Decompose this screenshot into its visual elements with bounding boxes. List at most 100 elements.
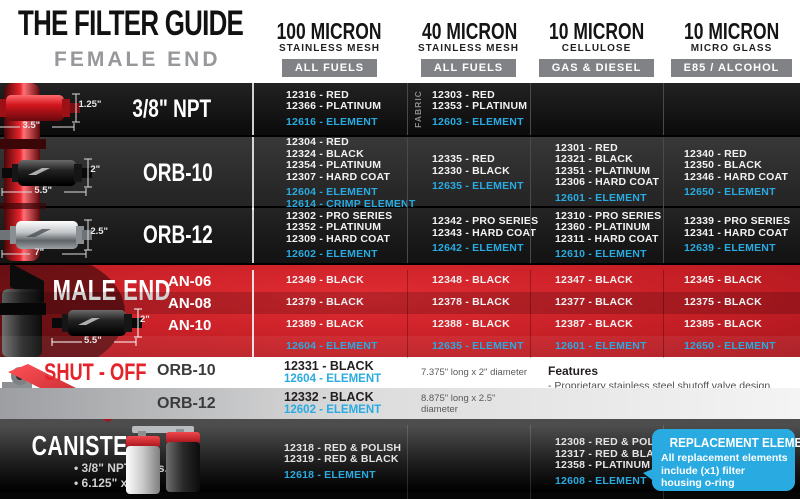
- col-media: MICRO GLASS: [690, 43, 773, 54]
- col-media: STAINLESS MESH: [278, 43, 381, 54]
- npt-filter-image: 1.25" 3.5": [0, 86, 116, 132]
- section-label-canister: CANISTER: [31, 430, 144, 461]
- col-micron: 10 MICRON: [683, 18, 780, 44]
- row-label: ORB-10: [157, 362, 216, 379]
- row-label: ORB-12: [143, 221, 213, 249]
- element-number: 12602 - ELEMENT: [284, 404, 382, 416]
- part-number: 12307 - HARD COAT: [286, 170, 391, 183]
- part-number: 12347 - BLACK: [555, 274, 633, 287]
- row-label: AN-06: [168, 272, 212, 290]
- part-number: 12316 - RED: [286, 88, 349, 101]
- col-header-10-micron-microglass: 10 MICRON MICRO GLASS E85 / ALCOHOL: [663, 0, 800, 83]
- row-npt: 1.25" 3.5" 3/8" NPT 12316 - RED 12366 - …: [0, 83, 800, 135]
- part-number: 12330 - BLACK: [432, 164, 510, 177]
- part-number: 12341 - HARD COAT: [684, 226, 789, 239]
- dim-height-label: 1.25": [78, 99, 102, 110]
- part-number: 12377 - BLACK: [555, 296, 633, 309]
- part-number: 12335 - RED: [432, 153, 495, 166]
- element-number: 12650 - ELEMENT: [684, 186, 776, 198]
- dim-height-label: 2": [140, 314, 150, 325]
- brand-block: THE FILTER GUIDE FEMALE END: [0, 0, 252, 83]
- canister-section: CANISTER • 3/8" NPT ports. • 6.125" x 3.…: [0, 425, 800, 499]
- col-media: CELLULOSE: [561, 43, 632, 54]
- inline-filter-icon: [51, 308, 142, 346]
- row-male-elements: 12604 - ELEMENT 12635 - ELEMENT 12601 - …: [0, 336, 800, 358]
- row-orb12: 2.5" 7" ORB-12 12302 - PRO SERIES 12352 …: [0, 206, 800, 263]
- part-number: 12301 - RED: [555, 141, 618, 154]
- part-number: 12385 - BLACK: [684, 318, 762, 331]
- part-number: 12346 - HARD COAT: [684, 170, 789, 183]
- part-number: 12342 - PRO SERIES: [432, 215, 539, 228]
- page-title: THE FILTER GUIDE: [18, 4, 244, 43]
- callout-title: REPLACEMENT ELEMENTS: [669, 435, 800, 450]
- callout-body: All replacement elements include (x1) fi…: [661, 452, 788, 489]
- cell-orb10-100micron: 12304 - RED 12324 - BLACK 12354 - PLATIN…: [252, 136, 416, 210]
- cell-npt-cellulose-empty: [530, 83, 663, 135]
- part-number: 12319 - RED & BLACK: [284, 453, 399, 466]
- inline-filter-icon: [1, 158, 93, 196]
- part-number: 12375 - BLACK: [684, 296, 762, 309]
- cell-npt-40micron: FABRIC 12303 - RED 12353 - PLATINUM 1260…: [407, 83, 530, 135]
- part-number: 12304 - RED: [286, 136, 349, 148]
- cell-orb12-40micron: 12342 - PRO SERIES 12343 - HARD COAT 126…: [407, 208, 539, 263]
- badge-e85-alcohol: E85 / ALCOHOL: [670, 59, 793, 77]
- part-number: 12354 - PLATINUM: [286, 159, 382, 171]
- part-number: 12331 - BLACK: [284, 359, 374, 373]
- male-end-section: MALE END AN-06 12349 - BLACK 12348 - BLA…: [0, 263, 800, 358]
- dim-length-label: 7": [34, 246, 45, 258]
- cell-orb12-microglass: 12339 - PRO SERIES 12341 - HARD COAT 126…: [663, 208, 800, 263]
- part-number: 12358 - PLATINUM: [555, 459, 651, 471]
- cell-orb12-100micron: 12302 - PRO SERIES 12352 - PLATINUM 1230…: [252, 208, 407, 263]
- badge-gas-diesel: GAS & DIESEL: [538, 59, 655, 77]
- col-micron: 100 MICRON: [277, 18, 382, 44]
- row-label-cell: 1.25" 3.5" 3/8" NPT: [0, 83, 252, 135]
- cell-orb10-microglass: 12340 - RED 12350 - BLACK 12346 - HARD C…: [663, 137, 800, 210]
- part-number: 12345 - BLACK: [684, 274, 762, 287]
- element-number: 12604 - ELEMENT: [286, 340, 378, 353]
- part-number: 12311 - HARD COAT: [555, 232, 659, 245]
- part-number: 12303 - RED: [432, 88, 495, 101]
- element-number: 12616 - ELEMENT: [286, 115, 378, 128]
- section-label-shutoff: SHUT - OFF: [44, 359, 147, 386]
- dim-length-label: 5.5": [84, 335, 102, 346]
- element-number: 12642 - ELEMENT: [432, 242, 524, 255]
- part-number: 12348 - BLACK: [432, 274, 510, 287]
- part-number: 12366 - PLATINUM: [286, 100, 382, 113]
- part-number: 12310 - PRO SERIES: [555, 209, 662, 222]
- col-micron: 40 MICRON: [422, 18, 518, 44]
- part-number: 12321 - BLACK: [555, 153, 633, 166]
- part-number: 12378 - BLACK: [432, 296, 510, 309]
- cell-npt-100micron: 12316 - RED 12366 - PLATINUM 12616 - ELE…: [252, 83, 407, 135]
- element-number: 12614 - CRIMP ELEMENT: [286, 197, 416, 210]
- row-shutoff-orb10: SHUT - OFF ORB-10 12331 - BLACK 12604 - …: [0, 357, 800, 388]
- cell-orb12-cellulose: 12310 - PRO SERIES 12360 - PLATINUM 1231…: [530, 208, 663, 263]
- cell-orb10-cellulose: 12301 - RED 12321 - BLACK 12351 - PLATIN…: [530, 137, 663, 210]
- part-number: 12388 - BLACK: [432, 318, 510, 331]
- orb12-filter-image: 2.5" 7": [0, 213, 128, 259]
- element-number: 12635 - ELEMENT: [432, 340, 524, 353]
- section-label-female-end: FEMALE END: [54, 48, 221, 71]
- part-number: 12349 - BLACK: [286, 274, 364, 287]
- part-number: 12340 - RED: [684, 147, 747, 160]
- size-note: 7.375" long x 2" diameter: [421, 367, 528, 378]
- part-number: 12318 - RED & POLISH: [284, 441, 402, 454]
- row-label: ORB-12: [157, 394, 216, 412]
- dim-height-label: 2": [90, 163, 101, 175]
- part-number: 12308 - RED & POLISH: [555, 436, 673, 448]
- row-label: AN-08: [168, 294, 212, 312]
- row-label: AN-10: [168, 316, 212, 334]
- row-orb10: 2" 5.5" ORB-10 12304 - RED 12324 - BLACK…: [0, 135, 800, 210]
- element-number: 12601 - ELEMENT: [555, 191, 647, 204]
- element-number: 12608 - ELEMENT: [555, 474, 647, 487]
- fabric-note: FABRIC: [413, 90, 423, 128]
- cell-orb10-40micron: 12335 - RED 12330 - BLACK 12635 - ELEMEN…: [407, 137, 530, 210]
- badge-all-fuels: ALL FUELS: [281, 59, 378, 77]
- part-number: 12309 - HARD COAT: [286, 232, 391, 245]
- part-number: 12343 - HARD COAT: [432, 226, 537, 239]
- part-number: 12379 - BLACK: [286, 296, 364, 309]
- features-title: Features: [548, 364, 599, 378]
- dim-length-label: 5.5": [34, 184, 53, 196]
- badge-all-fuels: ALL FUELS: [420, 59, 517, 77]
- element-number: 12601 - ELEMENT: [555, 340, 647, 353]
